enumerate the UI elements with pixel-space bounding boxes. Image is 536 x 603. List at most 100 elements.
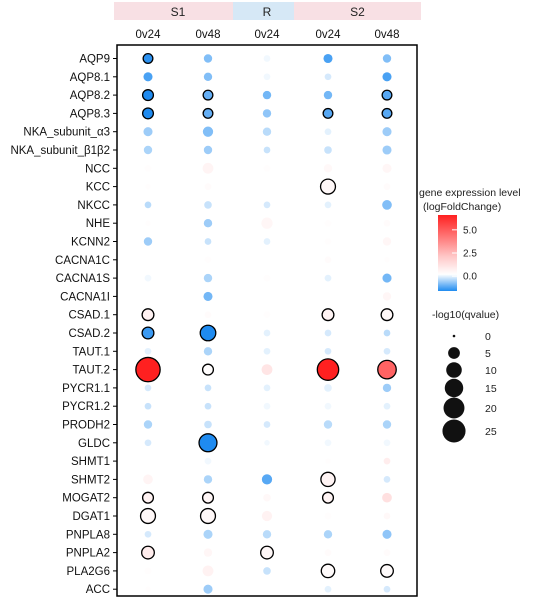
- bubble: [381, 89, 393, 101]
- size-legend-label: 20: [485, 403, 497, 415]
- bubble: [145, 293, 151, 300]
- bubble: [143, 237, 153, 246]
- group-label-s1: S1: [171, 5, 186, 19]
- group-band-r: [233, 2, 301, 20]
- bubble: [324, 384, 332, 392]
- row-label: DGAT1: [73, 511, 111, 523]
- bubble: [203, 291, 213, 301]
- row-label: AQP8.3: [70, 108, 110, 120]
- bubble: [383, 219, 391, 227]
- bubble: [383, 439, 391, 447]
- color-legend: gene expression level (logFoldChange) 5.…: [419, 187, 521, 291]
- bubble: [141, 491, 155, 504]
- bubble: [383, 457, 391, 465]
- row-label: NKCC: [77, 200, 110, 212]
- bubble: [383, 549, 391, 556]
- bubble: [262, 109, 272, 118]
- bubble: [382, 273, 392, 283]
- bubble: [144, 439, 152, 447]
- bubble: [323, 164, 333, 173]
- bubble: [324, 146, 332, 154]
- bubble: [324, 73, 332, 81]
- bubble: [383, 476, 391, 483]
- bubble: [383, 347, 391, 355]
- bubble: [145, 257, 151, 263]
- size-legend-label: 25: [485, 426, 497, 438]
- bubble: [141, 308, 155, 322]
- bubble: [322, 107, 334, 119]
- bubble: [324, 402, 332, 410]
- bubble: [323, 90, 333, 100]
- bubble: [324, 512, 332, 520]
- size-legend-circle: [442, 419, 466, 443]
- row-label: ACC: [86, 584, 110, 596]
- size-legend-label: 5: [485, 348, 491, 360]
- column-label: 0v48: [196, 29, 221, 41]
- row-label: MOGAT2: [62, 493, 110, 505]
- bubble: [263, 329, 271, 337]
- bubble: [199, 507, 217, 525]
- bubble: [262, 530, 272, 539]
- bubble: [144, 567, 152, 575]
- row-label: PNPLA2: [66, 548, 110, 560]
- bubble: [263, 238, 271, 245]
- bubble: [143, 127, 153, 137]
- bubble: [264, 586, 270, 592]
- bubble: [135, 356, 161, 383]
- bubble: [201, 363, 215, 376]
- group-label-s2: S2: [350, 5, 365, 19]
- bubble: [144, 164, 152, 172]
- bubble: [261, 364, 273, 375]
- bubble: [324, 439, 332, 447]
- row-label: CACNA1S: [56, 273, 111, 285]
- bubble: [324, 585, 332, 593]
- size-legend-circle: [452, 334, 456, 338]
- bubble: [323, 530, 333, 539]
- bubble: [204, 402, 212, 410]
- row-label: AQP9: [79, 54, 110, 66]
- bubble: [141, 326, 155, 340]
- bubble: [321, 491, 335, 504]
- bubble: [316, 358, 340, 381]
- bubble: [143, 474, 153, 485]
- bubble: [264, 293, 270, 300]
- bubble: [263, 347, 271, 355]
- bubble: [145, 586, 151, 592]
- bubble: [264, 458, 270, 464]
- column-label: 0v24: [316, 29, 342, 41]
- row-label: GLDC: [78, 438, 110, 450]
- bubble: [202, 89, 214, 101]
- bubble: [204, 256, 212, 264]
- column-label: 0v24: [255, 29, 281, 41]
- row-label: NCC: [85, 163, 110, 175]
- row-label: SHMT1: [71, 456, 110, 468]
- row-label: CACNA1I: [60, 291, 110, 303]
- color-legend-title-line2: (logFoldChange): [423, 201, 501, 213]
- row-label: TAUT.1: [73, 346, 111, 358]
- row-label: CSAD.2: [68, 328, 110, 340]
- color-bar-tick-label: 2.5: [463, 249, 477, 260]
- bubble: [204, 384, 212, 392]
- bubble: [263, 402, 271, 410]
- bubble: [203, 54, 213, 63]
- row-label: SHMT2: [71, 474, 110, 486]
- bubble: [264, 440, 270, 446]
- bubble: [203, 219, 213, 228]
- bubble: [382, 383, 392, 393]
- bubble: [319, 178, 337, 195]
- size-legend-circle: [444, 378, 464, 398]
- group-band-s2: [294, 2, 421, 20]
- color-bar: [438, 215, 457, 291]
- bubble: [320, 471, 336, 488]
- row-label: CACNA1C: [55, 255, 110, 267]
- row-label: NHE: [86, 218, 111, 230]
- row-label: AQP8.1: [70, 72, 110, 84]
- bubble: [382, 529, 392, 539]
- bubble: [144, 201, 152, 209]
- bubble: [143, 72, 153, 82]
- bubble: [203, 145, 213, 155]
- bubble: [262, 127, 272, 136]
- bubble: [261, 474, 273, 485]
- bubble: [141, 545, 155, 560]
- bubble: [204, 420, 212, 429]
